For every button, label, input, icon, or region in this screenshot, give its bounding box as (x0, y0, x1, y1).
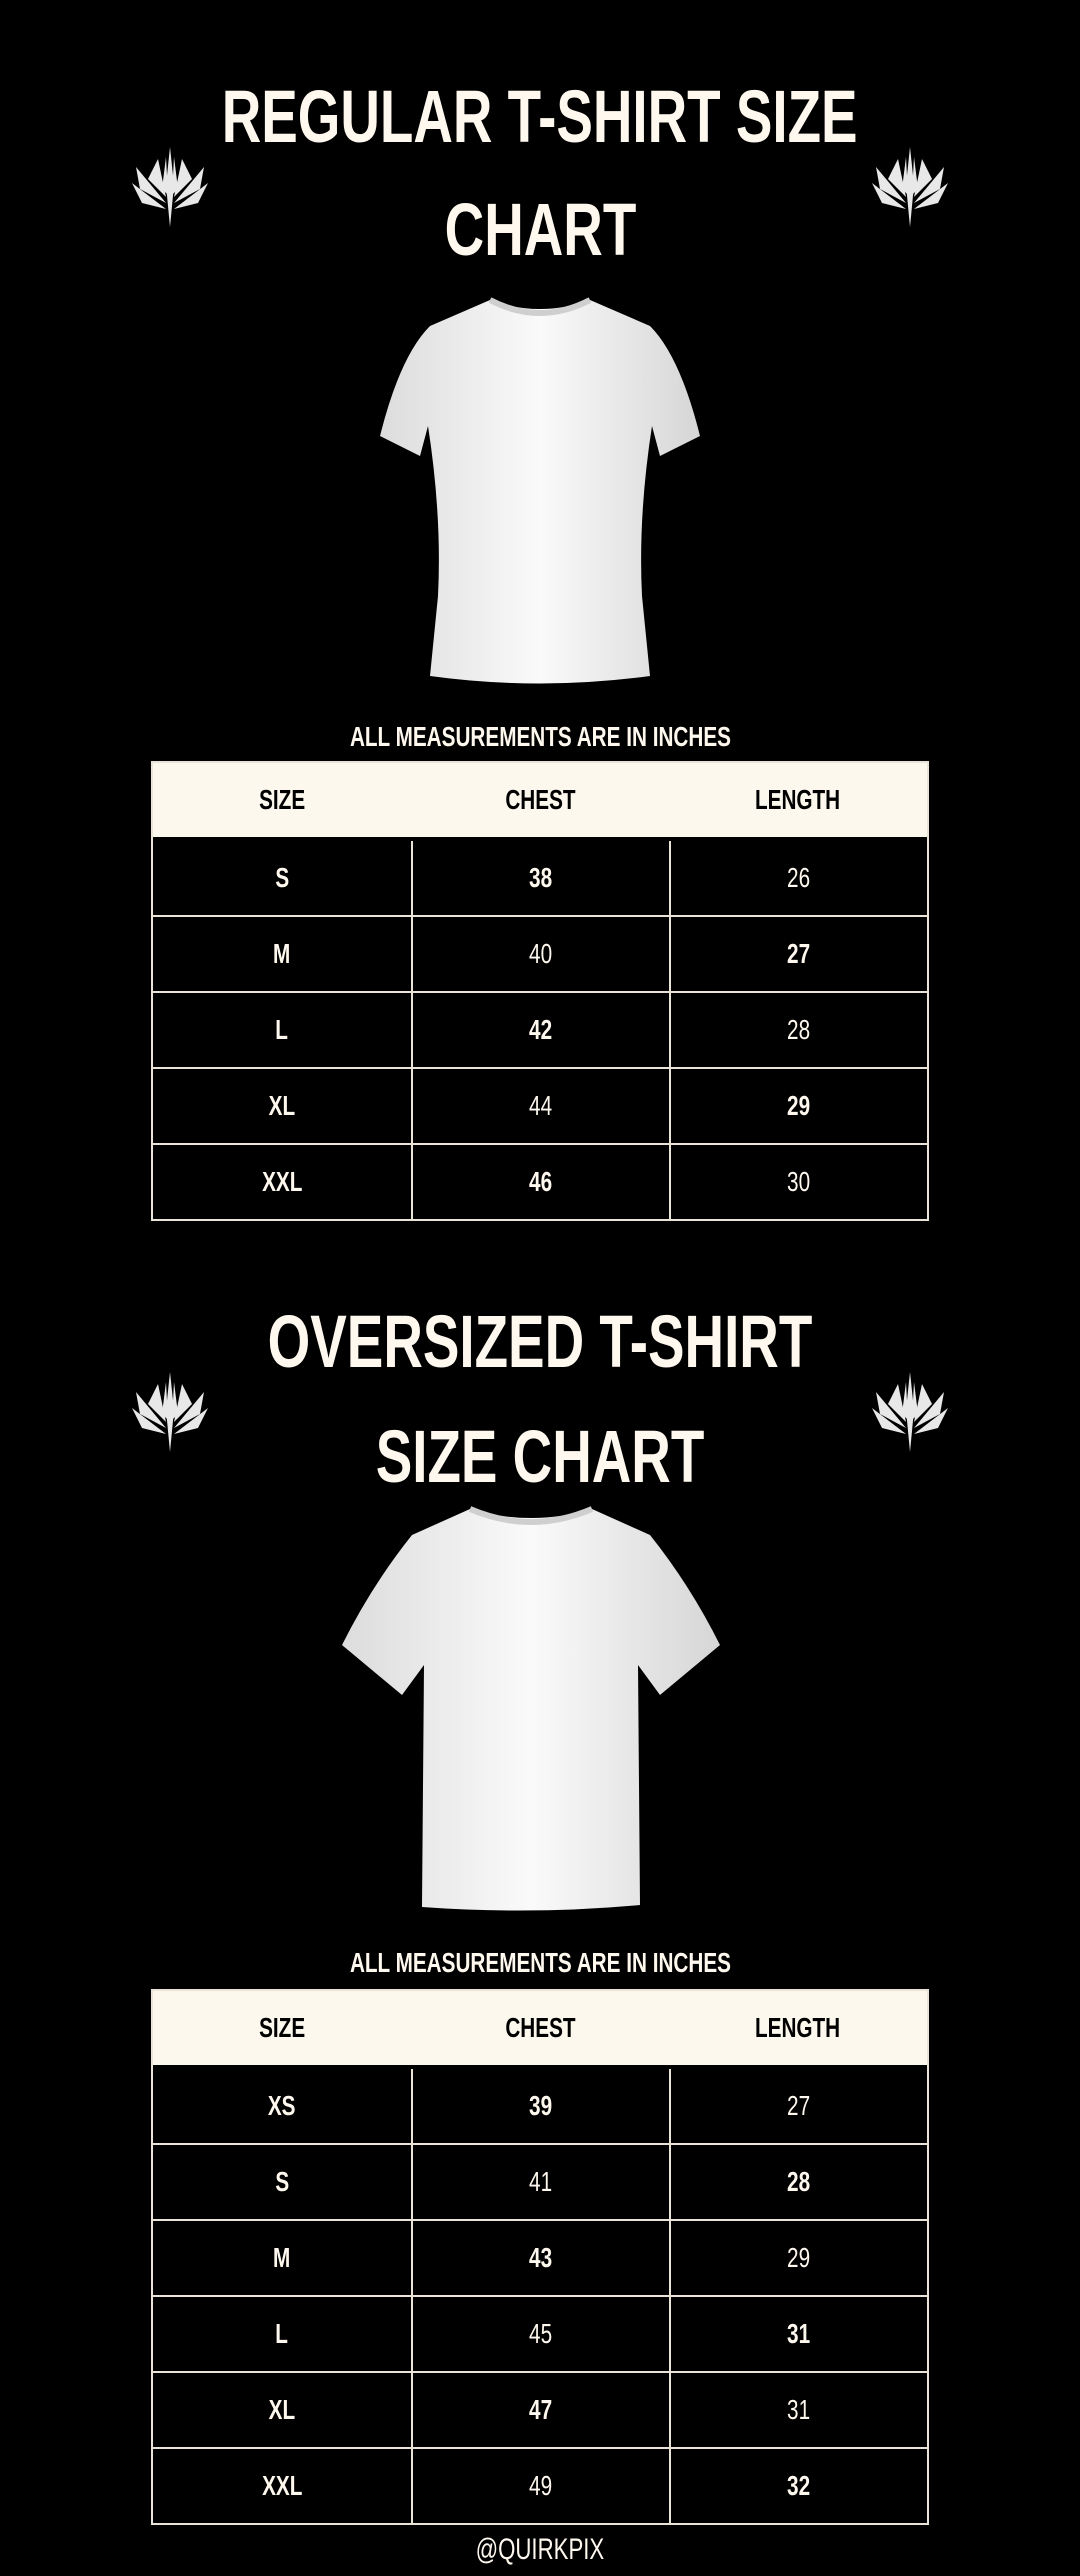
table-cell: 31 (669, 2297, 927, 2371)
column-header: CHEST (504, 2012, 576, 2043)
column-header: SIZE (258, 2012, 306, 2043)
oversized-t-shirt-image (342, 1506, 720, 1911)
table-cell: XXL (261, 2470, 303, 2501)
footer-handle: @QUIRKPIX (475, 2533, 605, 2566)
table-cell: 30 (669, 1145, 927, 1219)
regular-title-line1: REGULAR T-SHIRT SIZE (222, 75, 858, 158)
table-row: M 40 27 (153, 915, 927, 991)
table-cell: 28 (669, 2145, 927, 2219)
table-cell: M (273, 938, 291, 969)
table-header: SIZE CHEST LENGTH (153, 763, 927, 841)
table-cell: 47 (411, 2373, 669, 2447)
table-cell: 39 (411, 2069, 669, 2143)
table-row: S 38 26 (153, 841, 927, 915)
winged-emblem-icon (128, 1370, 212, 1454)
column-header: SIZE (258, 784, 306, 815)
oversized-measurement-note: ALL MEASUREMENTS ARE IN INCHES (349, 1947, 731, 1978)
oversized-title-line1: OVERSIZED T-SHIRT (267, 1300, 813, 1383)
regular-t-shirt-image (380, 297, 700, 684)
table-cell: 38 (411, 841, 669, 915)
table-cell: 27 (669, 917, 927, 991)
winged-emblem-icon (128, 145, 212, 229)
table-row: L 42 28 (153, 991, 927, 1067)
table-cell: L (275, 1014, 289, 1045)
table-row: XXL 46 30 (153, 1143, 927, 1219)
table-cell: 46 (411, 1145, 669, 1219)
column-header: LENGTH (755, 784, 841, 815)
table-cell: 49 (411, 2449, 669, 2523)
winged-emblem-icon (868, 1370, 952, 1454)
table-row: XL 44 29 (153, 1067, 927, 1143)
regular-title-line2: CHART (444, 188, 636, 271)
table-row: S 41 28 (153, 2143, 927, 2219)
table-cell: L (275, 2318, 289, 2349)
table-row: XS 39 27 (153, 2069, 927, 2143)
table-cell: XL (268, 1090, 296, 1121)
table-cell: 40 (411, 917, 669, 991)
table-row: XL 47 31 (153, 2371, 927, 2447)
table-cell: 31 (669, 2373, 927, 2447)
table-cell: 26 (669, 841, 927, 915)
table-cell: XXL (261, 1166, 303, 1197)
table-cell: 45 (411, 2297, 669, 2371)
oversized-size-table: SIZE CHEST LENGTH XS 39 27 S 41 28 M 43 29 L 45 31 XL 47… (151, 1989, 929, 2525)
table-cell: M (273, 2242, 291, 2273)
table-cell: 41 (411, 2145, 669, 2219)
table-cell: XS (268, 2090, 296, 2121)
table-cell: S (275, 862, 289, 893)
table-cell: S (275, 2166, 289, 2197)
table-cell: XL (268, 2394, 296, 2425)
winged-emblem-icon (868, 145, 952, 229)
table-row: M 43 29 (153, 2219, 927, 2295)
table-header: SIZE CHEST LENGTH (153, 1991, 927, 2069)
table-cell: 29 (669, 2221, 927, 2295)
table-cell: 32 (669, 2449, 927, 2523)
table-row: XXL 49 32 (153, 2447, 927, 2523)
table-row: L 45 31 (153, 2295, 927, 2371)
column-header: CHEST (504, 784, 576, 815)
column-header: LENGTH (755, 2012, 841, 2043)
regular-measurement-note: ALL MEASUREMENTS ARE IN INCHES (349, 721, 731, 752)
table-cell: 44 (411, 1069, 669, 1143)
table-cell: 28 (669, 993, 927, 1067)
table-cell: 43 (411, 2221, 669, 2295)
oversized-title-line2: SIZE CHART (375, 1415, 705, 1498)
table-cell: 42 (411, 993, 669, 1067)
regular-size-table: SIZE CHEST LENGTH S 38 26 M 40 27 L 42 28 XL 44 29 XXL 4… (151, 761, 929, 1221)
table-cell: 29 (669, 1069, 927, 1143)
table-cell: 27 (669, 2069, 927, 2143)
